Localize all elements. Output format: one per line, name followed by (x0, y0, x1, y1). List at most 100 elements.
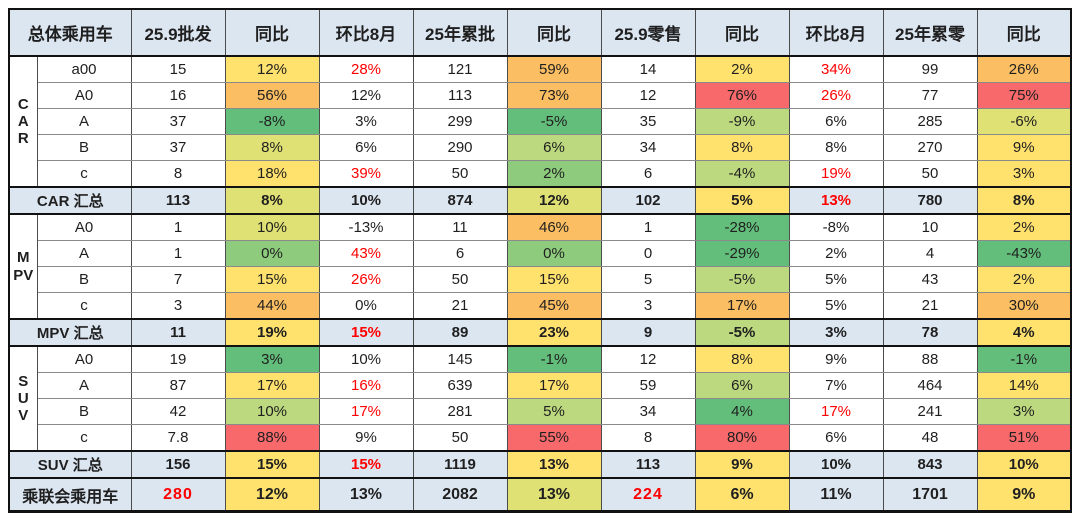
cell-CAR-A-col0: 37 (130, 108, 226, 135)
summary-MPV-col4: 23% (506, 318, 602, 347)
cell-CAR-A-col2: 3% (318, 108, 414, 135)
model-label: A0 (36, 345, 132, 373)
cell-CAR-c-col8: 50 (882, 160, 978, 188)
summary-MPV-col3: 89 (412, 318, 508, 347)
summary-CAR-col6: 5% (694, 186, 790, 215)
cell-MPV-B-col9: 2% (976, 266, 1072, 293)
summary-CAR-col2: 10% (318, 186, 414, 215)
summary-SUV-col6: 9% (694, 450, 790, 479)
cell-SUV-c-col5: 8 (600, 424, 696, 452)
cell-CAR-B-col9: 9% (976, 134, 1072, 161)
cell-SUV-A-col2: 16% (318, 372, 414, 399)
cell-MPV-A0-col3: 11 (412, 213, 508, 241)
summary-SUV-col4: 13% (506, 450, 602, 479)
cell-MPV-c-col3: 21 (412, 292, 508, 320)
cell-MPV-B-col6: -5% (694, 266, 790, 293)
col-header-6: 同比 (694, 8, 790, 57)
summary-MPV-col7: 3% (788, 318, 884, 347)
cell-CAR-a00-col6: 2% (694, 55, 790, 83)
cell-CAR-B-col0: 37 (130, 134, 226, 161)
cell-CAR-A0-col5: 12 (600, 82, 696, 109)
col-header-3: 25年累批 (412, 8, 508, 57)
model-label: a00 (36, 55, 132, 83)
cell-CAR-A-col4: -5% (506, 108, 602, 135)
summary-label-MPV: MPV 汇总 (8, 318, 132, 347)
cell-CAR-a00-col9: 26% (976, 55, 1072, 83)
model-label: A (36, 108, 132, 135)
summary-CAR-col4: 12% (506, 186, 602, 215)
col-header-0: 25.9批发 (130, 8, 226, 57)
table-row-CAR-B: B 37 8% 6% 290 6% 34 8% 8% 270 9% (9, 134, 1072, 161)
cell-SUV-A0-col3: 145 (412, 345, 508, 373)
model-label: c (36, 292, 132, 320)
table-row-MPV-B: B 7 15% 26% 50 15% 5 -5% 5% 43 2% (9, 266, 1072, 293)
cell-CAR-a00-col4: 59% (506, 55, 602, 83)
total-row: 乘联会乘用车 280 12% 13% 2082 13% 224 6% 11% 1701 9% (8, 477, 1072, 513)
cell-CAR-c-col1: 18% (224, 160, 320, 188)
cell-MPV-A0-col0: 1 (130, 213, 226, 241)
cell-CAR-A-col8: 285 (882, 108, 978, 135)
summary-CAR-col8: 780 (882, 186, 978, 215)
cell-SUV-A0-col1: 3% (224, 345, 320, 373)
summary-CAR-col0: 113 (130, 186, 226, 215)
total-col2: 13% (318, 477, 414, 513)
col-header-8: 25年累零 (882, 8, 978, 57)
summary-CAR-col5: 102 (600, 186, 696, 215)
cell-CAR-c-col3: 50 (412, 160, 508, 188)
col-header-4: 同比 (506, 8, 602, 57)
col-header-5: 25.9零售 (600, 8, 696, 57)
cell-CAR-A0-col3: 113 (412, 82, 508, 109)
table-row-CAR-a00: CAR a00 15 12% 28% 121 59% 14 2% 34% 99 26% (8, 55, 1072, 188)
table-row-SUV-c: c 7.8 88% 9% 50 55% 8 80% 6% 48 51% (9, 424, 1072, 452)
cell-CAR-A-col9: -6% (976, 108, 1072, 135)
cell-CAR-A0-col9: 75% (976, 82, 1072, 109)
cell-MPV-c-col9: 30% (976, 292, 1072, 320)
cell-SUV-B-col8: 241 (882, 398, 978, 425)
cell-MPV-A-col0: 1 (130, 240, 226, 267)
model-label: A (36, 372, 132, 399)
cell-CAR-A-col7: 6% (788, 108, 884, 135)
table-row-SUV-A0: SUV A0 19 3% 10% 145 -1% 12 8% 9% 88 -1% (8, 345, 1072, 452)
model-label: A0 (36, 213, 132, 241)
summary-SUV-col5: 113 (600, 450, 696, 479)
cell-MPV-A0-col6: -28% (694, 213, 790, 241)
cell-SUV-A-col3: 639 (412, 372, 508, 399)
passenger-vehicle-table: 总体乘用车 25.9批发 同比 环比8月 25年累批 同比 25.9零售 同比 环比8月 25年累… (8, 8, 1072, 513)
cell-CAR-a00-col0: 15 (130, 55, 226, 83)
summary-MPV-col5: 9 (600, 318, 696, 347)
cell-SUV-A0-col0: 19 (130, 345, 226, 373)
cell-MPV-A0-col8: 10 (882, 213, 978, 241)
corner-header: 总体乘用车 (8, 8, 132, 57)
cell-CAR-B-col6: 8% (694, 134, 790, 161)
cell-MPV-c-col5: 3 (600, 292, 696, 320)
summary-SUV-col0: 156 (130, 450, 226, 479)
cell-CAR-a00-col7: 34% (788, 55, 884, 83)
summary-SUV-col2: 15% (318, 450, 414, 479)
cell-MPV-B-col8: 43 (882, 266, 978, 293)
cell-MPV-A0-col5: 1 (600, 213, 696, 241)
summary-label-SUV: SUV 汇总 (8, 450, 132, 479)
summary-CAR-col7: 13% (788, 186, 884, 215)
table-row-CAR-A: A 37 -8% 3% 299 -5% 35 -9% 6% 285 -6% (9, 108, 1072, 135)
cell-SUV-B-col2: 17% (318, 398, 414, 425)
cell-CAR-A-col5: 35 (600, 108, 696, 135)
cell-CAR-B-col7: 8% (788, 134, 884, 161)
summary-row-MPV: MPV 汇总 11 19% 15% 89 23% 9 -5% 3% 78 4% (8, 318, 1072, 347)
cell-SUV-A0-col5: 12 (600, 345, 696, 373)
cell-CAR-B-col5: 34 (600, 134, 696, 161)
cell-MPV-A-col1: 0% (224, 240, 320, 267)
cell-MPV-A0-col2: -13% (318, 213, 414, 241)
cell-SUV-c-col3: 50 (412, 424, 508, 452)
cell-CAR-A0-col4: 73% (506, 82, 602, 109)
cell-MPV-A-col5: 0 (600, 240, 696, 267)
cell-MPV-A0-col4: 46% (506, 213, 602, 241)
table-header: 总体乘用车 25.9批发 同比 环比8月 25年累批 同比 25.9零售 同比 环比8月 25年累… (8, 8, 1072, 57)
summary-SUV-col3: 1119 (412, 450, 508, 479)
cell-CAR-A0-col0: 16 (130, 82, 226, 109)
cell-SUV-A-col7: 7% (788, 372, 884, 399)
model-label: A0 (36, 82, 132, 109)
cell-MPV-B-col5: 5 (600, 266, 696, 293)
cell-MPV-A-col9: -43% (976, 240, 1072, 267)
summary-MPV-col9: 4% (976, 318, 1072, 347)
cell-MPV-c-col7: 5% (788, 292, 884, 320)
